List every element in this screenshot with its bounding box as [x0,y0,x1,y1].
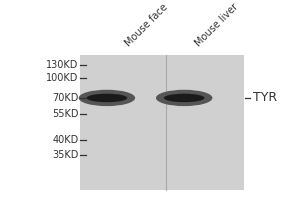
Text: 130KD: 130KD [46,60,79,70]
Ellipse shape [87,94,127,102]
Ellipse shape [156,90,212,106]
Ellipse shape [79,90,135,106]
Bar [80,55,244,190]
Ellipse shape [164,94,205,102]
Text: 100KD: 100KD [46,73,79,83]
Text: 55KD: 55KD [52,109,79,119]
Text: 35KD: 35KD [52,150,79,160]
Text: Mouse face: Mouse face [123,2,170,49]
Text: 40KD: 40KD [52,135,79,145]
Text: Mouse liver: Mouse liver [193,2,240,49]
Text: 70KD: 70KD [52,93,79,103]
Text: TYR: TYR [253,91,277,104]
